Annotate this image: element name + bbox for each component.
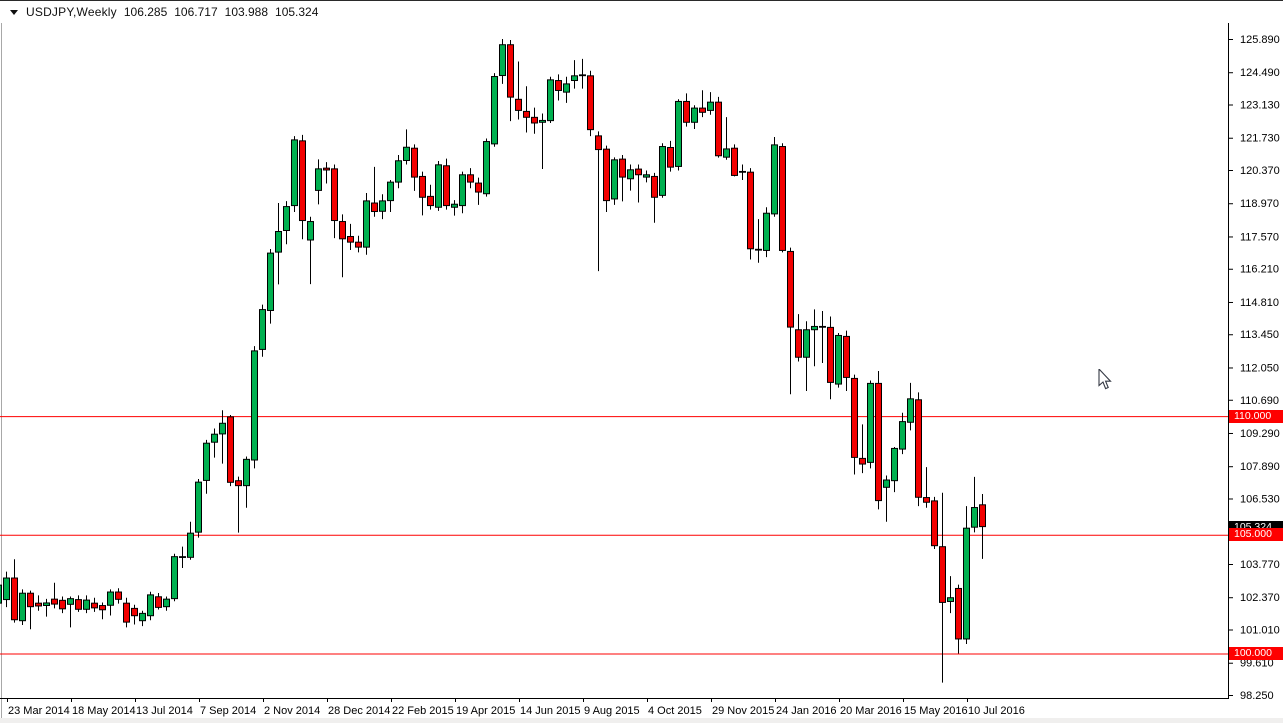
collapse-triangle-icon[interactable]	[10, 8, 18, 16]
svg-text:101.010: 101.010	[1240, 624, 1280, 636]
svg-text:125.890: 125.890	[1240, 34, 1280, 46]
symbol-period-label: USDJPY,Weekly	[26, 5, 117, 19]
svg-text:13 Jul 2014: 13 Jul 2014	[136, 705, 193, 717]
svg-text:112.050: 112.050	[1240, 362, 1279, 374]
svg-text:18 May 2014: 18 May 2014	[72, 705, 136, 717]
ohlc-open: 106.285	[123, 5, 168, 19]
window-bottom-strip	[0, 718, 1283, 723]
svg-text:118.970: 118.970	[1240, 198, 1279, 210]
ohlc-high: 106.717	[174, 5, 218, 19]
svg-text:23 Mar 2014: 23 Mar 2014	[8, 705, 70, 717]
svg-text:10 Jul 2016: 10 Jul 2016	[968, 705, 1025, 717]
svg-text:110.690: 110.690	[1240, 395, 1279, 407]
svg-text:98.250: 98.250	[1240, 690, 1274, 702]
svg-text:20 Mar 2016: 20 Mar 2016	[840, 705, 902, 717]
svg-text:102.370: 102.370	[1240, 592, 1280, 604]
svg-text:123.130: 123.130	[1240, 100, 1280, 112]
svg-text:24 Jan 2016: 24 Jan 2016	[776, 705, 837, 717]
level-tag-110[interactable]: 110.000	[1229, 409, 1283, 423]
svg-text:2 Nov 2014: 2 Nov 2014	[264, 705, 320, 717]
level-tag-100[interactable]: 100.000	[1229, 646, 1283, 660]
svg-text:9 Aug 2015: 9 Aug 2015	[584, 705, 640, 717]
svg-text:113.450: 113.450	[1240, 329, 1279, 341]
svg-text:121.730: 121.730	[1240, 133, 1280, 145]
ohlc-low: 103.988	[224, 5, 269, 19]
svg-text:117.570: 117.570	[1240, 231, 1279, 243]
svg-text:106.530: 106.530	[1240, 493, 1280, 505]
svg-text:114.810: 114.810	[1240, 297, 1279, 309]
level-tag-105[interactable]: 105.000	[1229, 528, 1283, 542]
svg-text:15 May 2016: 15 May 2016	[904, 705, 968, 717]
svg-text:103.770: 103.770	[1240, 559, 1280, 571]
svg-text:107.890: 107.890	[1240, 461, 1280, 473]
svg-text:109.290: 109.290	[1240, 428, 1280, 440]
svg-text:28 Dec 2014: 28 Dec 2014	[328, 705, 390, 717]
chart-header: USDJPY,Weekly 106.285 106.717 103.988 10…	[0, 1, 1283, 23]
window-left-border	[1, 1, 2, 723]
svg-text:7 Sep 2014: 7 Sep 2014	[200, 705, 256, 717]
svg-text:29 Nov 2015: 29 Nov 2015	[712, 705, 774, 717]
svg-text:4 Oct 2015: 4 Oct 2015	[648, 705, 702, 717]
svg-text:14 Jun 2015: 14 Jun 2015	[520, 705, 581, 717]
svg-text:19 Apr 2015: 19 Apr 2015	[456, 705, 515, 717]
svg-text:124.490: 124.490	[1240, 67, 1280, 79]
svg-text:99.610: 99.610	[1240, 658, 1274, 670]
mouse-cursor	[1098, 369, 1112, 390]
svg-text:120.370: 120.370	[1240, 165, 1280, 177]
ohlc-close: 105.324	[275, 5, 319, 19]
svg-text:116.210: 116.210	[1240, 264, 1279, 276]
svg-text:22 Feb 2015: 22 Feb 2015	[392, 705, 454, 717]
